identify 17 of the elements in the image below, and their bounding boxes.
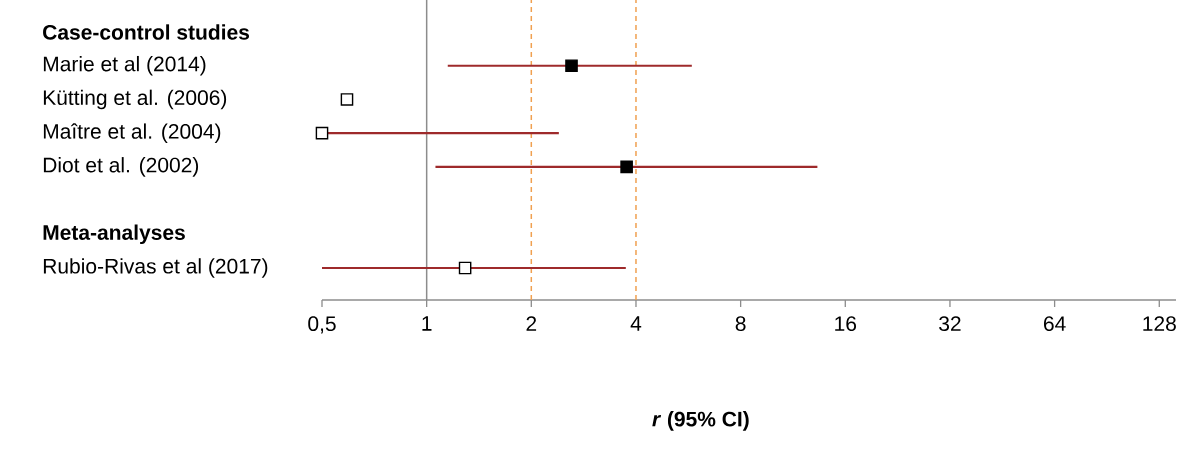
x-tick-label: 4 xyxy=(630,316,642,331)
x-axis-title: r (95% CI) xyxy=(652,411,749,431)
x-tick-label: 64 xyxy=(1044,316,1066,332)
y-tick-label: Maître et al. (2004) xyxy=(43,123,221,143)
x-tick-label: 0,5 xyxy=(308,316,336,334)
x-tick-label: 2 xyxy=(526,316,537,331)
y-tick-label: Marie et al (2014) xyxy=(43,55,206,76)
x-tick-label: 8 xyxy=(735,316,746,332)
x-tick-label: 16 xyxy=(835,316,857,332)
y-tick-label: Rubio-Rivas et al (2017) xyxy=(43,258,268,278)
y-tick-label: Meta-analyses xyxy=(43,224,185,245)
x-tick-label: 32 xyxy=(939,316,961,332)
x-tick-label: 1 xyxy=(422,316,432,331)
x-tick-label: 128 xyxy=(1143,316,1176,332)
y-tick-label: Case-control studies xyxy=(43,24,250,40)
y-tick-label: Diot et al. (2002) xyxy=(43,157,199,177)
y-tick-label: Kütting et al. (2006) xyxy=(43,89,227,110)
